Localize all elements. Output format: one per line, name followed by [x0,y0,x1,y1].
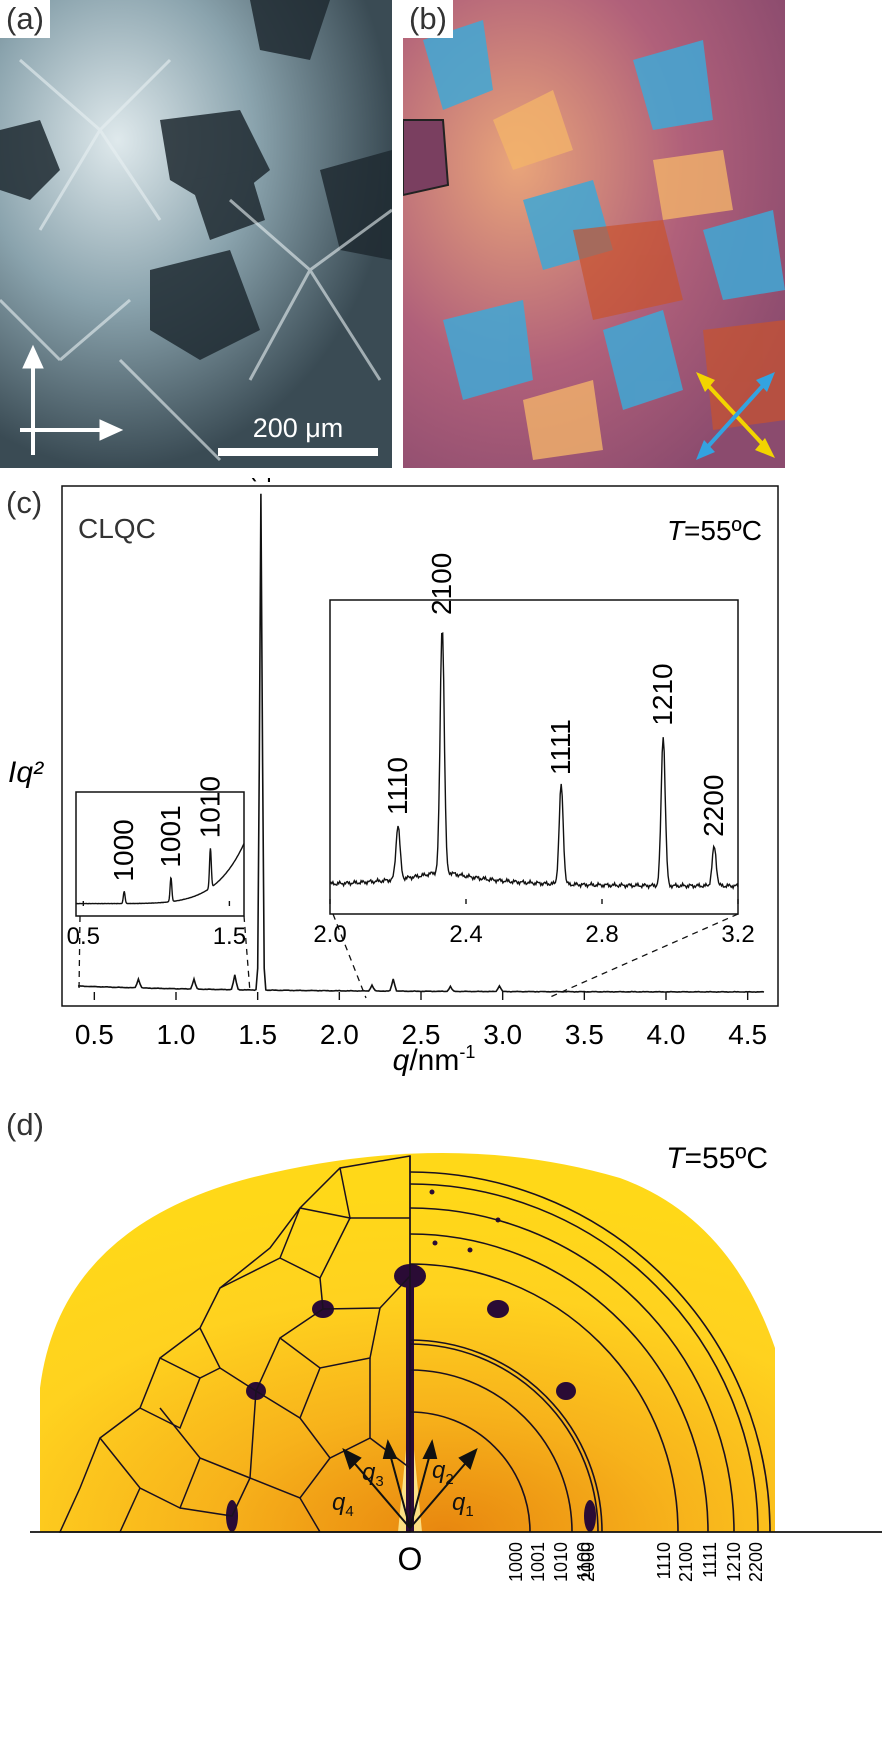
temperature-label: T=55ºC [667,515,762,546]
inset-right-peak-labels: 1110 2100 1111 1210 2200 [382,553,729,837]
temperature-value-d: =55ºC [684,1142,768,1175]
x-tick-label: 4.5 [728,1019,767,1050]
sample-label: CLQC [78,513,156,544]
temperature-symbol-d: T [666,1142,687,1175]
main-x-ticks: 0.5 1.0 1.5 2.0 2.5 3.0 3.5 4.0 4.5 [75,992,767,1050]
panel-b-micrograph: (b) [403,0,785,468]
panel-b-label: (b) [403,0,453,38]
peak-label: 1100 [245,478,276,484]
x-tick-label: 2.0 [320,1019,359,1050]
peak-label: 1001 [155,805,186,867]
birefringence-texture: 200 μm [0,0,392,468]
inset-right-line [329,632,739,891]
origin-label: O [398,1541,423,1577]
scale-bar-label: 200 μm [253,413,344,443]
ring-label: 1111 [700,1542,720,1578]
peak-label: 2100 [426,553,457,615]
inset-right-frame [329,599,739,915]
svg-text:q3: q3 [362,1459,384,1490]
ring-label: 2200 [746,1542,766,1582]
saxs-chart: CLQC T=55ºC Iq² q/nm-1 0.5 1.0 1.5 2.0 2.5 3.… [8,478,779,1077]
peak-label: 1110 [382,757,413,815]
x-tick-label: 0.5 [67,923,100,950]
x-tick-label: 2.5 [402,1019,441,1050]
x-tick-label: 3.0 [483,1019,522,1050]
peak-label: 1000 [108,819,139,881]
x-tick-label: 4.0 [647,1019,686,1050]
inset-left-frame [75,791,245,917]
ring-label: 1210 [724,1542,744,1582]
panel-d-label: (d) [6,1107,44,1142]
x-axis-exponent: -1 [459,1042,475,1062]
x-tick-label: 1.5 [213,923,246,950]
main-peak-labels: 1100 [245,478,276,484]
ring-label: 1110 [654,1542,674,1579]
peak-label: 1010 [194,776,225,838]
ring-label: 1001 [528,1542,548,1582]
x-tick-label: 1.0 [157,1019,196,1050]
compensator-texture [403,0,785,468]
ring-label: 1010 [551,1542,571,1582]
panel-c-label: (c) [6,485,43,520]
x-tick-label: 2.8 [585,921,618,948]
x-axis-unit: /nm [409,1044,459,1077]
panel-a-micrograph: 200 μm (a) [0,0,392,468]
panel-a-label: (a) [0,0,50,38]
x-axis-label: q/nm-1 [393,1042,476,1077]
svg-text:q1: q1 [452,1489,474,1520]
ring-label: 1100 [574,1542,594,1581]
x-tick-label: 1.5 [238,1019,277,1050]
svg-text:q2: q2 [432,1457,454,1488]
diffraction-pattern: T=55ºC [30,1142,882,1582]
inset-connector-lines [78,913,739,999]
peak-label: 2200 [698,775,729,837]
x-tick-label: 0.5 [75,1019,114,1050]
temperature-value: =55ºC [684,515,762,546]
q-vector-labels: q1 q2 q3 q4 [332,1457,474,1520]
x-tick-label: 3.2 [721,921,754,948]
ring-label: 2100 [676,1542,696,1582]
inset-left-line [75,843,245,905]
main-plot-frame [61,485,779,1007]
x-tick-label: 2.4 [449,921,482,948]
svg-text:q4: q4 [332,1489,354,1520]
ring-label: 2000 [578,1542,598,1582]
q-vectors [342,1439,478,1529]
inset-left-peak-labels: 1000 1001 1010 [108,776,225,882]
temperature-symbol: T [667,515,686,546]
peak-label: 1111 [545,719,576,775]
y-axis-label: Iq² [8,756,44,789]
x-tick-label: 3.5 [565,1019,604,1050]
main-series-line [77,493,765,994]
peak-label: 1210 [647,663,678,725]
ring-arcs [409,1171,771,1533]
ring-label: 1000 [506,1542,526,1582]
x-axis-q: q [393,1044,410,1077]
temperature-label-d: T=55ºC [666,1142,768,1175]
inset-right-x-ticks: 2.0 2.4 2.8 3.2 [313,899,755,948]
inset-left-x-ticks: 0.5 1.5 [67,901,246,950]
